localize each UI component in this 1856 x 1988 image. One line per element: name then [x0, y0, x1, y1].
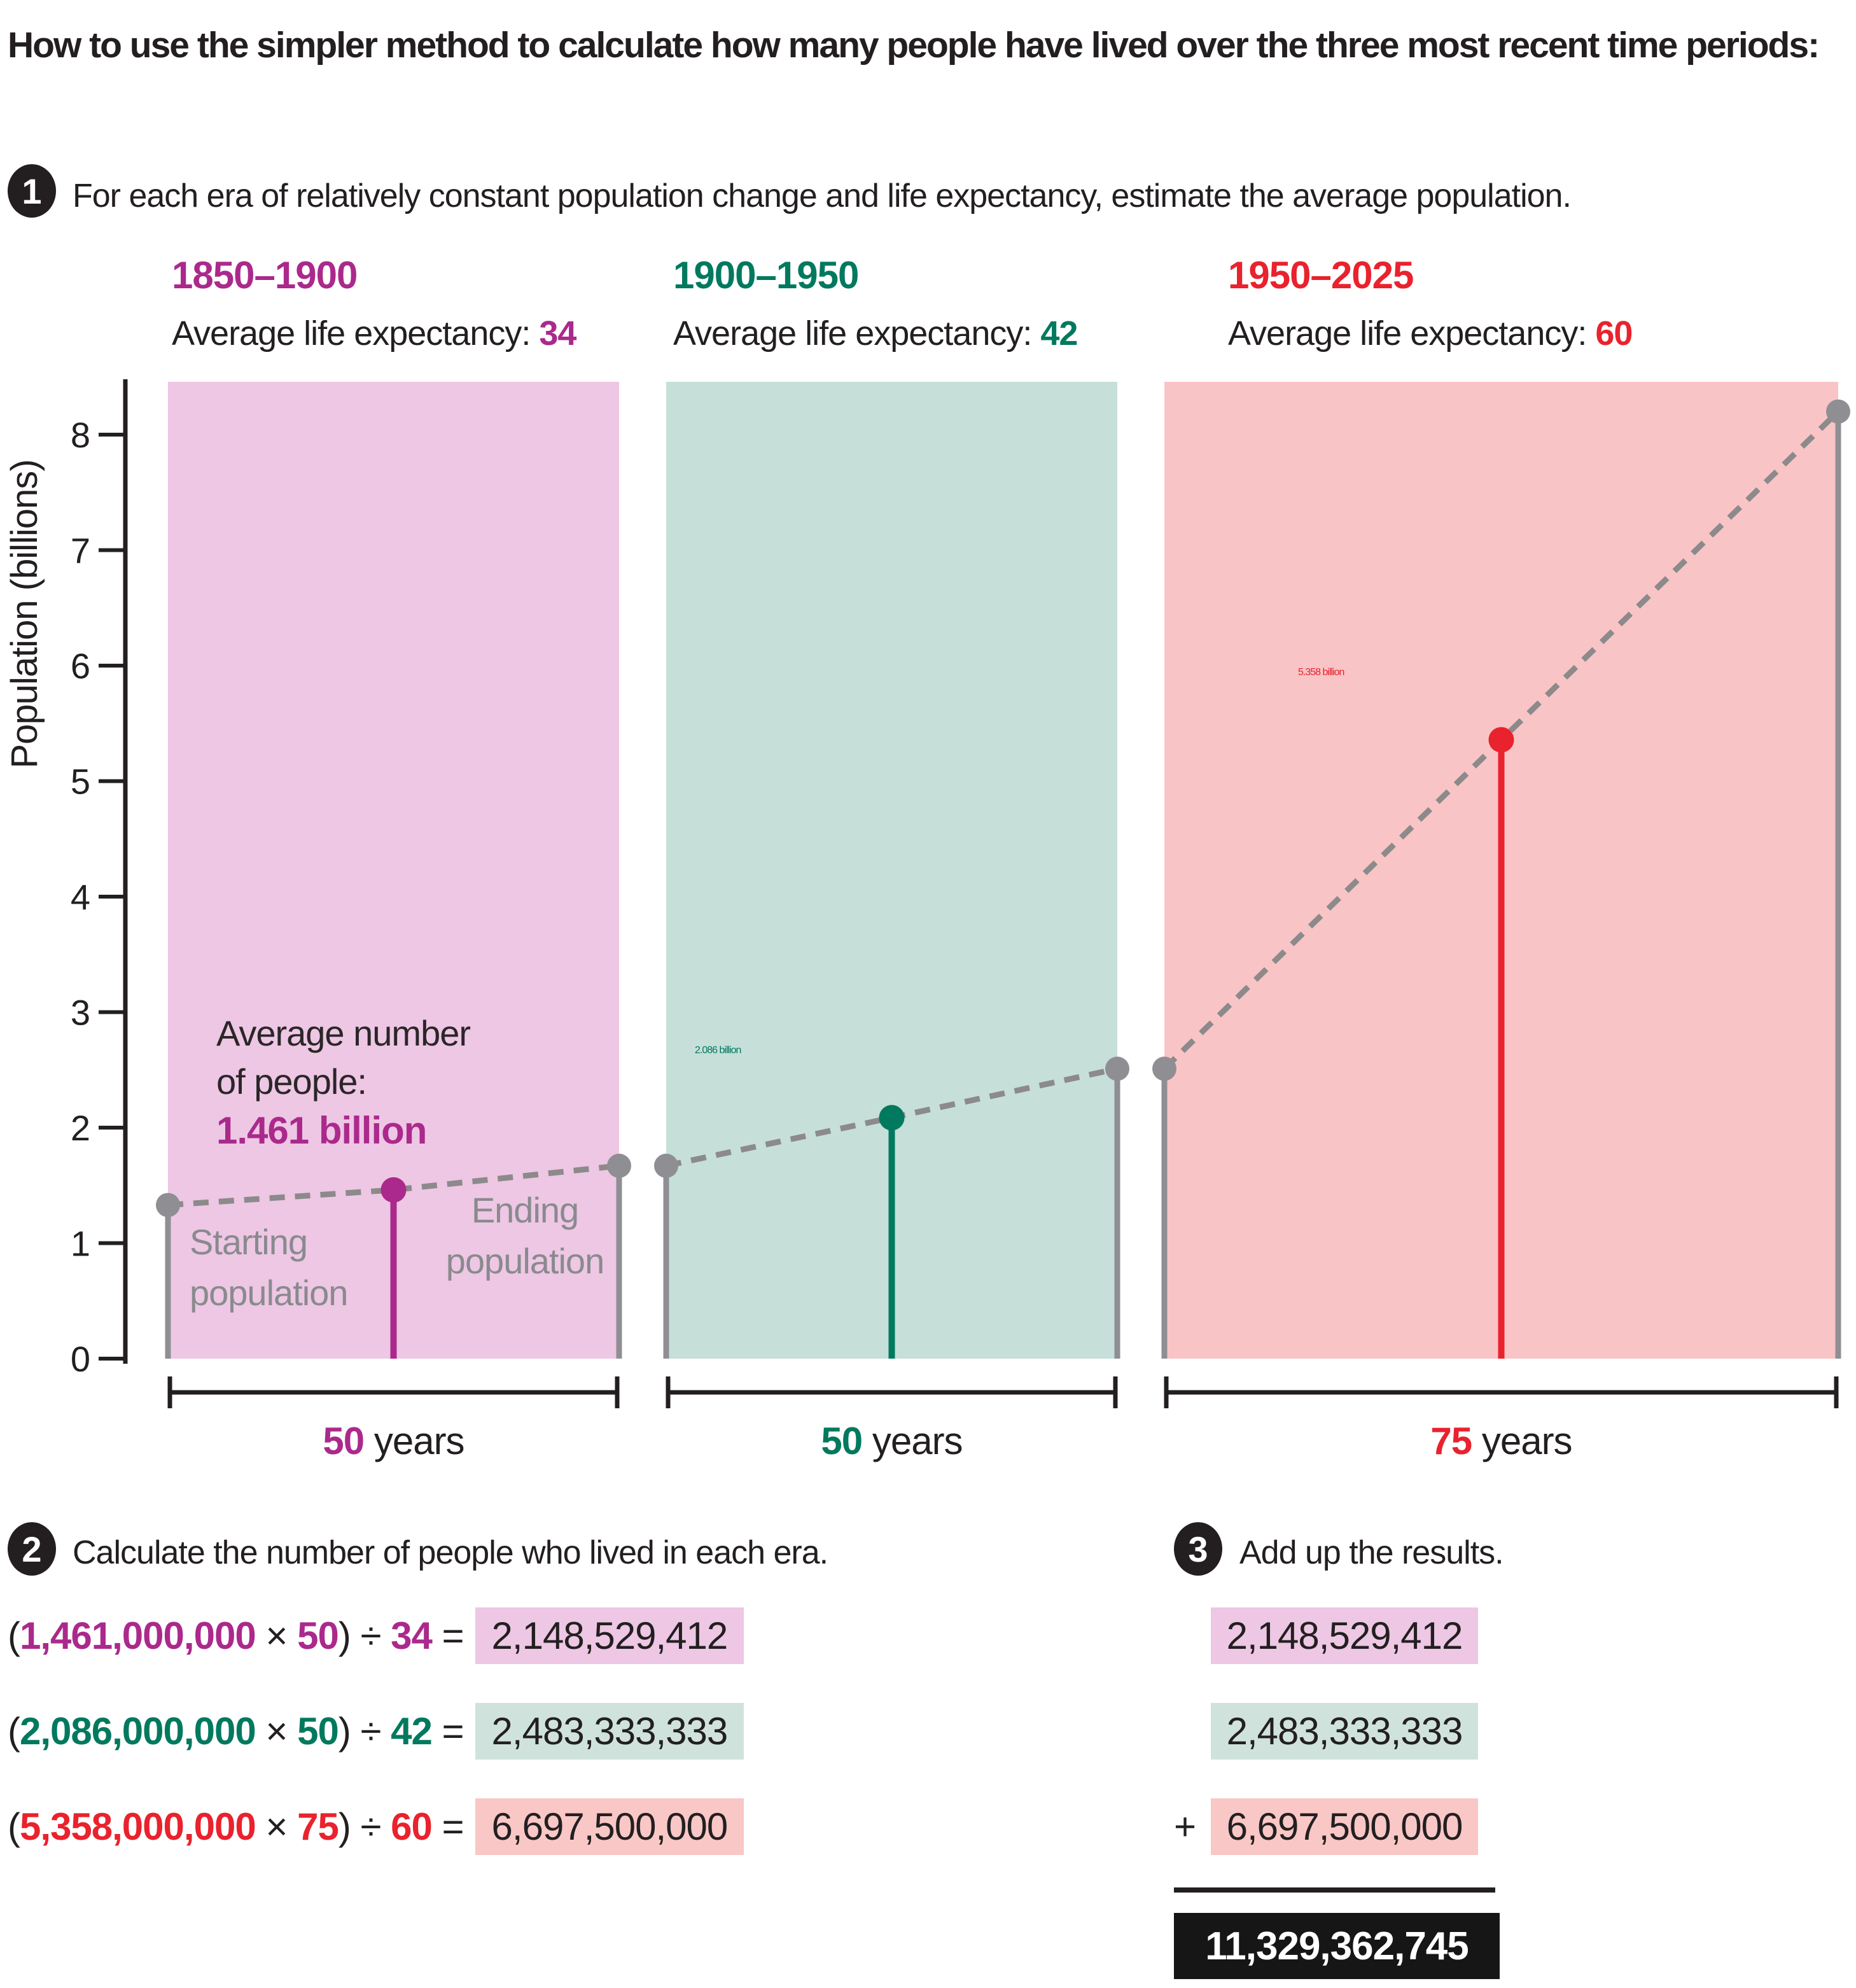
average-value-label: 5.358 billion — [1298, 667, 1344, 678]
step1-badge-number: 1 — [22, 171, 42, 211]
y-tick-label: 3 — [71, 993, 90, 1033]
ending-population-label: Ending population — [445, 1190, 604, 1281]
starting-population-label: Starting population — [190, 1222, 348, 1313]
era-duration-value: 50 — [297, 1709, 339, 1753]
era-duration-label: 75 years — [1430, 1420, 1572, 1462]
era-header: 1950–2025 Average life expectancy: 60 — [1228, 253, 1633, 353]
step2-badge: 2 — [8, 1522, 56, 1576]
start-population-dot — [654, 1153, 678, 1178]
step3-badge-number: 3 — [1188, 1529, 1208, 1569]
era-period: 1950–2025 — [1228, 254, 1414, 297]
era-life-expectancy-value: 42 — [391, 1709, 433, 1753]
open-paren: ( — [8, 1709, 20, 1753]
average-value-label: 2.086 billion — [695, 1045, 741, 1056]
era-life-expectancy-value: 34 — [539, 314, 576, 353]
addend-row: +6,697,500,000 — [1174, 1793, 1478, 1859]
era-header: 1900–1950 Average life expectancy: 42 — [673, 253, 1078, 353]
step3-text: Add up the results. — [1239, 1534, 1504, 1571]
population-chart: 0 1 2 3 4 5 6 7 8 Population (billions) 50 years 50… — [4, 379, 1850, 1462]
average-population-dot — [1488, 727, 1514, 753]
step3-badge: 3 — [1174, 1522, 1222, 1576]
era-life-expectancy-value: 60 — [1595, 314, 1633, 353]
y-tick-label: 7 — [71, 531, 90, 571]
multiply-sign: × — [255, 1805, 298, 1848]
era-header: 1850–1900 Average life expectancy: 34 — [172, 253, 576, 353]
era-life-expectancy: Average life expectancy: 42 — [673, 314, 1078, 353]
addend-value: 6,697,500,000 — [1211, 1798, 1478, 1855]
era-population-value: 5,358,000,000 — [19, 1805, 256, 1848]
equals-sign: = — [431, 1709, 464, 1753]
step2-text: Calculate the number of people who lived… — [73, 1534, 828, 1571]
y-tick-label: 1 — [71, 1224, 90, 1264]
sum-total: 11,329,362,745 — [1174, 1913, 1500, 1979]
addend-value: 2,148,529,412 — [1211, 1607, 1478, 1664]
y-tick-label: 0 — [71, 1339, 90, 1379]
era-life-expectancy-value: 60 — [391, 1805, 433, 1848]
y-axis-title: Population (billions) — [4, 459, 45, 768]
equation-row: (2,086,000,000 × 50) ÷ 42 = 2,483,333,333 — [8, 1698, 744, 1764]
divide-sign: ) ÷ — [338, 1614, 391, 1657]
end-population-dot — [1105, 1056, 1129, 1081]
average-population-dot — [879, 1105, 905, 1131]
era-period: 1900–1950 — [673, 254, 859, 297]
addend-row: 2,483,333,333 — [1174, 1698, 1478, 1764]
era-duration-label: 50 years — [821, 1420, 962, 1462]
divide-sign: ) ÷ — [338, 1709, 391, 1753]
sum-rule — [1174, 1887, 1495, 1893]
step1-text: For each era of relatively constant popu… — [73, 178, 1572, 214]
step1-badge: 1 — [8, 164, 56, 218]
era-population-value: 2,086,000,000 — [19, 1709, 256, 1753]
equation-result: 2,148,529,412 — [475, 1607, 744, 1664]
divide-sign: ) ÷ — [338, 1805, 391, 1848]
era-life-expectancy: Average life expectancy: 34 — [172, 314, 576, 353]
start-population-dot — [1152, 1056, 1176, 1081]
era-life-expectancy: Average life expectancy: 60 — [1228, 314, 1633, 353]
era-duration-value: 75 — [297, 1805, 339, 1848]
equation-result: 2,483,333,333 — [475, 1702, 744, 1760]
addend-row: 2,148,529,412 — [1174, 1602, 1478, 1669]
era-duration-value: 50 — [297, 1614, 339, 1657]
equals-sign: = — [431, 1614, 464, 1657]
era-life-expectancy-value: 42 — [1040, 314, 1078, 353]
y-tick-label: 2 — [71, 1108, 90, 1148]
y-tick-label: 8 — [71, 415, 90, 455]
era-life-expectancy-value: 34 — [391, 1614, 433, 1657]
average-value-label: 1.461 billion — [216, 1109, 427, 1152]
open-paren: ( — [8, 1805, 20, 1848]
end-population-dot — [607, 1153, 631, 1178]
plus-sign: + — [1174, 1805, 1196, 1848]
multiply-sign: × — [255, 1709, 298, 1753]
equals-sign: = — [431, 1805, 464, 1848]
start-population-dot — [156, 1193, 180, 1217]
era-duration-label: 50 years — [323, 1420, 464, 1462]
equation-row: (5,358,000,000 × 75) ÷ 60 = 6,697,500,000 — [8, 1793, 744, 1859]
average-population-dot — [380, 1177, 407, 1203]
page-title: How to use the simpler method to calcula… — [8, 25, 1820, 66]
step2-badge-number: 2 — [22, 1529, 42, 1569]
era-period: 1850–1900 — [172, 254, 358, 297]
era-population-value: 1,461,000,000 — [19, 1614, 256, 1657]
multiply-sign: × — [255, 1614, 298, 1657]
end-population-dot — [1826, 399, 1850, 424]
addend-value: 2,483,333,333 — [1211, 1702, 1478, 1760]
equation-result: 6,697,500,000 — [475, 1798, 744, 1855]
y-tick-label: 5 — [71, 762, 90, 802]
average-people-label: Average number of people: 1.461 billion — [216, 1009, 471, 1156]
y-tick-label: 4 — [71, 877, 90, 917]
y-tick-label: 6 — [71, 646, 90, 686]
equation-row: (1,461,000,000 × 50) ÷ 34 = 2,148,529,412 — [8, 1602, 744, 1669]
open-paren: ( — [8, 1614, 20, 1657]
